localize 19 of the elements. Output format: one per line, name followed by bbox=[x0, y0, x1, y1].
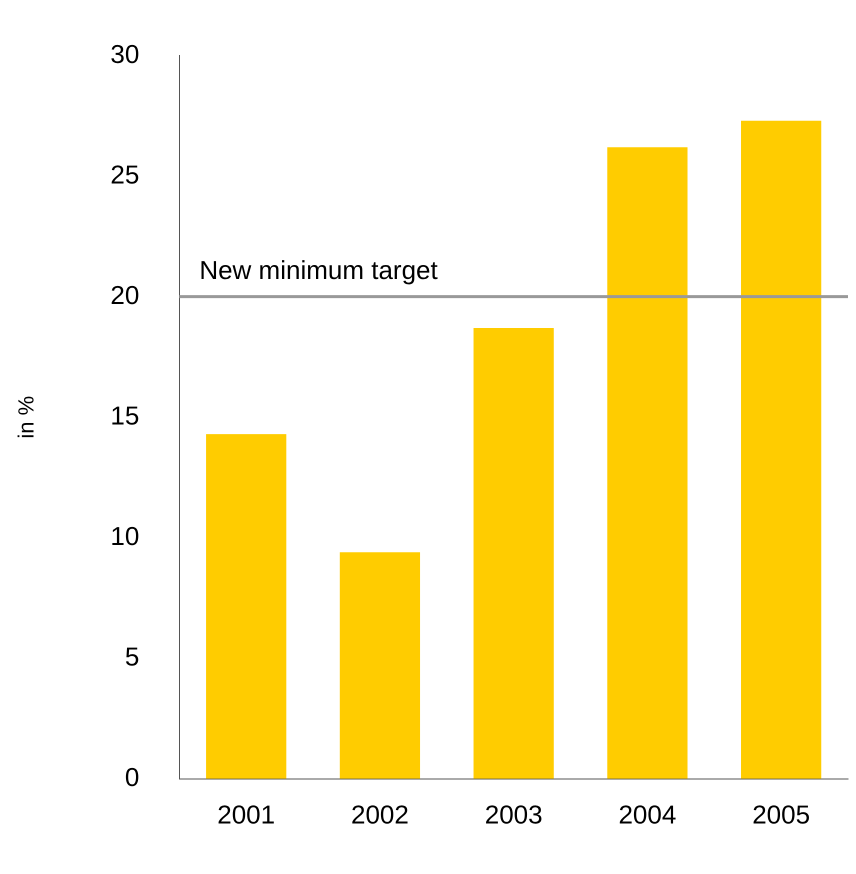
bar bbox=[607, 147, 688, 779]
x-tick-label: 2002 bbox=[351, 800, 409, 830]
x-tick-label: 2005 bbox=[752, 800, 810, 830]
ref-line-label: New minimum target bbox=[199, 254, 438, 285]
y-tick-label: 15 bbox=[110, 400, 140, 430]
x-tick-label: 2003 bbox=[484, 800, 543, 830]
bar bbox=[741, 120, 822, 779]
bar bbox=[340, 552, 420, 779]
y-axis-title: in % bbox=[13, 396, 38, 439]
bar bbox=[206, 434, 286, 779]
x-tick-label: 2001 bbox=[217, 800, 276, 830]
bar bbox=[474, 328, 554, 779]
y-tick-label: 25 bbox=[110, 159, 140, 190]
y-tick-label: 0 bbox=[124, 762, 140, 792]
y-tick-label: 30 bbox=[110, 38, 140, 69]
x-tick-label: 2004 bbox=[618, 800, 676, 830]
y-tick-label: 5 bbox=[124, 641, 140, 672]
y-tick-label: 10 bbox=[110, 520, 140, 551]
y-tick-label: 20 bbox=[110, 280, 140, 310]
